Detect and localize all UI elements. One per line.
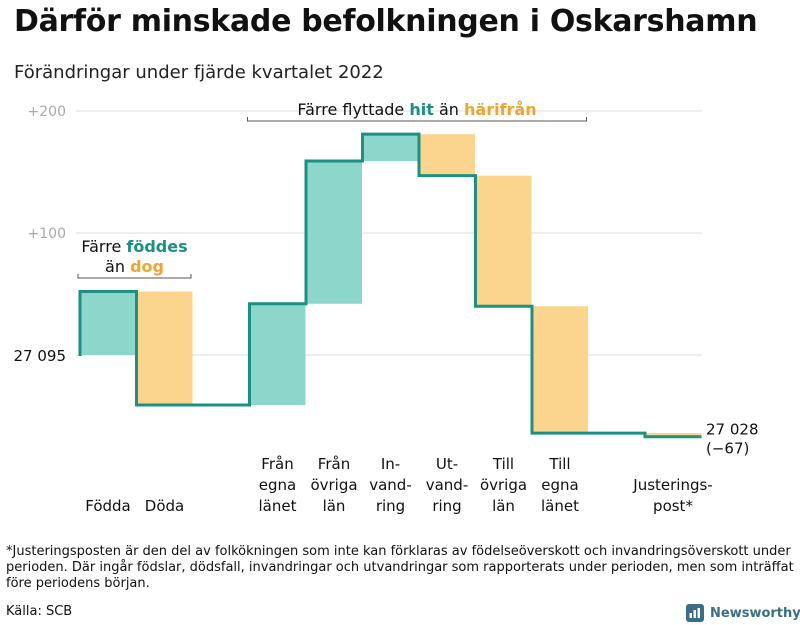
footnote: *Justeringsposten är den del av folkökni…: [6, 544, 794, 591]
annotation-text: Färre flyttade hit än härifrån: [297, 100, 536, 119]
waterfall-bar: [362, 134, 419, 162]
newsworthy-logo-icon: [686, 604, 704, 622]
category-label: ring: [376, 497, 405, 515]
chart-title: Därför minskade befolkningen i Oskarsham…: [14, 4, 758, 39]
waterfall-bar: [306, 161, 362, 304]
newsworthy-logo: Newsworthy: [686, 604, 800, 622]
waterfall-bar: [475, 175, 532, 307]
annotation-bracket: [77, 274, 192, 279]
category-label: Döda: [145, 497, 184, 515]
annotation-segment: Färre flyttade: [297, 100, 409, 119]
category-label: Till: [492, 455, 514, 473]
waterfall-bar: [645, 433, 701, 437]
category-label: Ut-: [436, 455, 458, 473]
category-label: egna: [259, 476, 296, 494]
category-label: ring: [432, 497, 461, 515]
category-label: Från: [261, 455, 293, 473]
waterfall-step-line: [78, 132, 702, 439]
annotation-segment: härifrån: [464, 100, 537, 119]
chart-subtitle: Förändringar under fjärde kvartalet 2022: [14, 62, 384, 83]
category-label: övriga: [310, 476, 357, 494]
category-label: Justerings-: [632, 476, 712, 494]
end-value-label: 27 028: [706, 421, 759, 439]
category-label: län: [492, 497, 515, 515]
annotation-segment: än: [434, 100, 464, 119]
annotation-text: Färre föddes: [81, 237, 187, 256]
y-tick-label: +200: [28, 104, 66, 120]
source-note: Källa: SCB: [6, 604, 73, 619]
category-label: Från: [318, 455, 350, 473]
annotation-segment: hit: [409, 100, 434, 119]
waterfall-bar: [249, 303, 306, 406]
y-tick-label: +100: [28, 226, 66, 242]
annotation-segment: än: [105, 257, 130, 276]
waterfall-bar: [80, 291, 136, 355]
category-label: övriga: [480, 476, 527, 494]
waterfall-bar: [136, 291, 193, 406]
category-label: In-: [381, 455, 400, 473]
annotation-text: än dog: [105, 257, 164, 276]
end-change-label: (−67): [706, 440, 749, 458]
category-label: länet: [541, 497, 579, 515]
category-label: Födda: [85, 497, 131, 515]
annotation-segment: föddes: [126, 237, 187, 256]
category-label: län: [323, 497, 346, 515]
category-label: Till: [548, 455, 570, 473]
waterfall-bar: [532, 306, 588, 434]
annotation-segment: dog: [130, 257, 164, 276]
category-label: vand-: [426, 476, 469, 494]
annotation-bracket: [247, 117, 587, 122]
category-label: egna: [541, 476, 578, 494]
category-label: länet: [259, 497, 297, 515]
waterfall-bar: [419, 134, 475, 176]
start-value-label: 27 095: [14, 347, 67, 365]
newsworthy-logo-text: Newsworthy: [710, 605, 800, 621]
waterfall-chart: +200 +100 27 095 27 028(−67) Födda Döda Från eg…: [14, 100, 759, 515]
annotation-segment: Färre: [81, 237, 126, 256]
category-label: vand-: [369, 476, 412, 494]
category-label: post*: [653, 497, 693, 515]
